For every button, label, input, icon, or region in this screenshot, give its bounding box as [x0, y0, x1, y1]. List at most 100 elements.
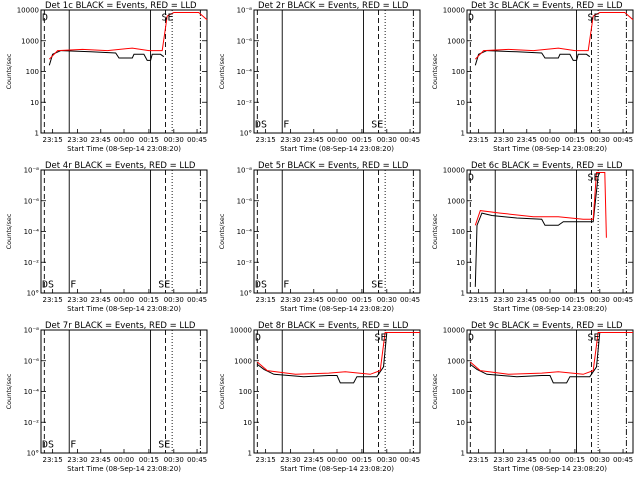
y-tick-label: 10⁻⁴ [237, 228, 253, 236]
y-tick-label: 1 [461, 130, 465, 138]
y-tick-label: 10⁻² [24, 419, 40, 427]
x-tick-label: 00:00 [540, 296, 560, 304]
y-tick-label: 10000 [443, 167, 465, 175]
x-tick-label: 23:30 [67, 136, 87, 144]
series-events [474, 172, 601, 287]
event-marker: SE [371, 279, 383, 290]
event-marker: DS [42, 279, 54, 290]
x-tick-label: 23:15 [43, 296, 63, 304]
x-tick-label: 00:45 [400, 296, 420, 304]
event-marker: SE [588, 12, 600, 23]
plot-frame [40, 9, 208, 134]
detector-panel-6: Det 6c BLACK = Events, RED = LLD 1 10 100 10… [431, 161, 634, 313]
panel-title: Det 3c BLACK = Events, RED = LLD [471, 1, 623, 11]
x-tick-label: 00:15 [565, 456, 585, 464]
y-tick-label: 1000 [447, 197, 465, 205]
series-events [474, 50, 591, 66]
x-tick-label: 23:30 [280, 136, 300, 144]
x-tick-label: 23:15 [256, 456, 276, 464]
y-tick-label: 10⁻⁴ [237, 68, 253, 76]
x-tick-label: 23:45 [91, 136, 111, 144]
y-tick-label: 10° [27, 290, 39, 298]
x-tick-label: 23:15 [469, 296, 489, 304]
y-tick-label: 10° [240, 130, 252, 138]
y-tick-label: 1000 [447, 357, 465, 365]
y-tick-label: 10⁻⁸ [24, 327, 40, 335]
x-axis-label: Start Time (08-Sep-14 23:08:20) [280, 145, 394, 153]
y-tick-label: 10 [243, 419, 252, 427]
x-tick-label: 00:45 [613, 296, 633, 304]
detector-panel-8: Det 8r BLACK = Events, RED = LLD 1 10 100 10… [218, 321, 421, 473]
event-marker: SE [371, 119, 383, 130]
series-lld [469, 332, 633, 375]
x-tick-label: 00:30 [590, 456, 610, 464]
x-tick-label: 00:00 [540, 136, 560, 144]
event-marker: F [70, 279, 76, 290]
panel-title: Det 5r BLACK = Events, RED = LLD [258, 161, 409, 171]
y-tick-label: 10⁻⁶ [24, 197, 40, 205]
event-marker: D [468, 172, 474, 183]
plot-frame [40, 169, 208, 294]
y-tick-label: 100 [452, 228, 465, 236]
x-tick-label: 00:45 [187, 136, 207, 144]
x-tick-label: 00:30 [164, 456, 184, 464]
x-tick-label: 00:00 [540, 456, 560, 464]
y-axis-label: Counts/sec [5, 213, 13, 249]
y-tick-label: 1000 [234, 357, 252, 365]
x-tick-label: 00:15 [139, 136, 159, 144]
event-marker: SE [588, 172, 600, 183]
x-tick-label: 23:45 [517, 296, 537, 304]
y-tick-label: 1 [35, 130, 39, 138]
x-tick-label: 00:15 [565, 136, 585, 144]
x-tick-label: 00:00 [114, 136, 134, 144]
y-tick-label: 10° [240, 290, 252, 298]
x-tick-label: 23:30 [67, 456, 87, 464]
x-tick-label: 23:30 [67, 296, 87, 304]
detector-panel-3: Det 3c BLACK = Events, RED = LLD 1 10 100 10… [431, 1, 634, 153]
y-tick-label: 10⁻⁸ [24, 167, 40, 175]
detector-panel-2: Det 2r BLACK = Events, RED = LLD 10° 10⁻² 1… [218, 1, 421, 153]
x-tick-label: 23:15 [469, 456, 489, 464]
x-tick-label: 23:30 [493, 296, 513, 304]
y-axis-label: Counts/sec [218, 373, 226, 409]
x-tick-label: 00:15 [352, 136, 372, 144]
y-tick-label: 1 [461, 290, 465, 298]
y-tick-label: 100 [239, 388, 252, 396]
plot-frame [253, 169, 421, 294]
x-axis-label: Start Time (08-Sep-14 23:08:20) [493, 465, 607, 473]
y-axis-label: Counts/sec [5, 373, 13, 409]
x-tick-label: 23:45 [304, 456, 324, 464]
x-tick-label: 00:00 [327, 296, 347, 304]
panel-title: Det 1c BLACK = Events, RED = LLD [45, 1, 197, 11]
x-tick-label: 00:30 [377, 456, 397, 464]
x-tick-label: 00:00 [327, 456, 347, 464]
plot-frame [40, 329, 208, 454]
y-tick-label: 10000 [443, 7, 465, 15]
x-tick-label: 23:15 [256, 136, 276, 144]
x-tick-label: 00:00 [114, 296, 134, 304]
event-marker: SE [158, 279, 170, 290]
series-lld [474, 172, 607, 238]
series-lld [474, 12, 634, 60]
y-tick-label: 100 [26, 68, 39, 76]
series-lld [48, 12, 208, 60]
x-tick-label: 00:15 [565, 296, 585, 304]
x-axis-label: Start Time (08-Sep-14 23:08:20) [493, 305, 607, 313]
series-events [48, 50, 165, 66]
y-tick-label: 10 [456, 419, 465, 427]
y-axis-label: Counts/sec [5, 53, 13, 89]
x-tick-label: 00:00 [327, 136, 347, 144]
series-lld [256, 332, 420, 375]
y-tick-label: 1000 [447, 37, 465, 45]
x-tick-label: 23:15 [469, 136, 489, 144]
event-marker: D [42, 12, 48, 23]
y-axis-label: Counts/sec [431, 373, 439, 409]
panel-title: Det 9c BLACK = Events, RED = LLD [471, 321, 623, 331]
event-marker: F [283, 119, 289, 130]
x-tick-label: 00:30 [377, 296, 397, 304]
y-tick-label: 10000 [230, 327, 252, 335]
event-marker: SE [588, 332, 600, 343]
plot-frame [466, 329, 634, 454]
detector-panel-1: Det 1c BLACK = Events, RED = LLD 1 10 100 10… [5, 1, 208, 153]
x-tick-label: 23:30 [280, 456, 300, 464]
